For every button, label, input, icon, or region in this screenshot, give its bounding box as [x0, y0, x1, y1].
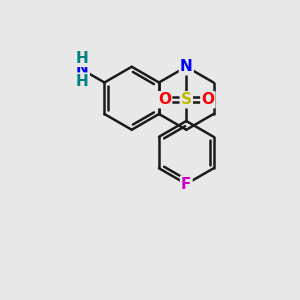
Text: N: N [180, 59, 193, 74]
Text: H: H [76, 51, 89, 66]
Text: O: O [201, 92, 214, 107]
Text: H: H [76, 74, 89, 89]
Text: S: S [181, 92, 192, 107]
Text: F: F [181, 176, 191, 191]
Text: N: N [76, 62, 89, 77]
Text: O: O [158, 92, 171, 107]
